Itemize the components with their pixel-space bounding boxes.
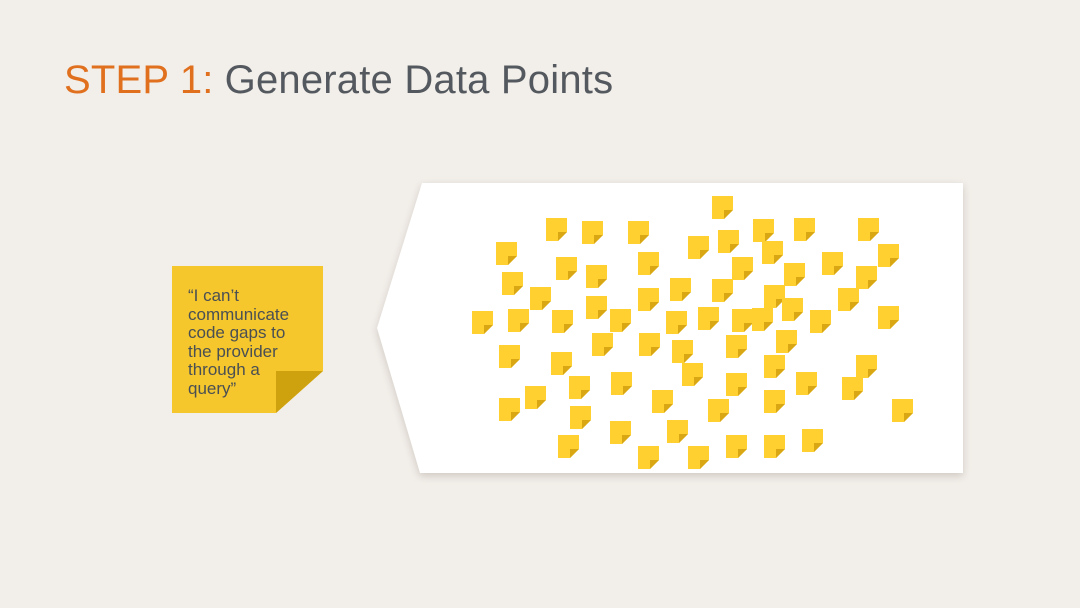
panel-background [377,183,963,473]
title-text: Generate Data Points [224,58,614,102]
note-folded-corner [276,371,323,413]
sticky-note-shape [172,266,323,413]
panel-callout-shape [377,183,963,473]
step-label: STEP 1: [64,58,214,102]
data-points-panel [377,183,963,473]
quote-sticky-note: “I can’t communicate code gaps to the pr… [172,266,323,413]
page-title: STEP 1: Generate Data Points [64,58,613,102]
quote-text: “I can’t communicate code gaps to the pr… [188,286,290,398]
